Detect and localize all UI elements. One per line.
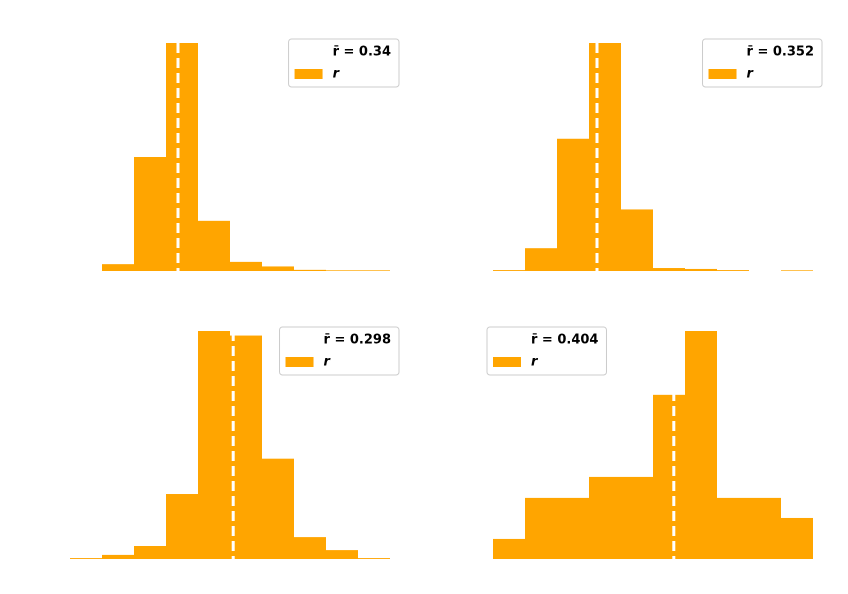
legend: r̄ = 0.352 r [702,38,823,88]
bar [198,220,230,271]
bar [134,157,166,271]
bar [198,331,230,559]
legend-label: r [333,67,341,82]
bar [525,248,557,271]
bar [326,550,358,559]
legend-label: r̄ = 0.298 [324,333,391,348]
bar [717,497,749,559]
bar [262,266,294,271]
bar [589,43,621,271]
bar [653,394,685,559]
bar [102,554,134,559]
bar [621,209,653,271]
bar [589,476,621,559]
bar [358,270,390,271]
bar [166,494,198,559]
legend-label: r [324,355,332,370]
legend-label: r̄ = 0.404 [531,333,598,348]
bar [493,270,525,271]
bar [557,497,589,559]
bar [326,270,358,271]
bar [294,269,326,271]
bar [358,558,390,559]
legend-label: r̄ = 0.34 [333,45,391,60]
legend-patch [294,69,323,79]
bar [166,43,198,271]
legend-patch [493,357,521,367]
histogram-panel: r̄ = 0.352 r [493,38,823,271]
bar [557,138,589,271]
bar [525,497,557,559]
legend-label: r [747,67,755,82]
bar [70,558,102,559]
histogram-panel: r̄ = 0.298 r [70,326,400,559]
legend: r̄ = 0.34 r [288,38,400,88]
bar [749,497,781,559]
histogram-panel: r̄ = 0.34 r [102,38,400,271]
legend: r̄ = 0.404 r [486,326,607,376]
bar [653,268,685,271]
legend-patch [708,69,737,79]
bar [230,335,262,559]
bar [781,517,813,559]
legend-label: r [531,355,539,370]
bar [717,270,749,271]
bar [621,476,653,559]
legend-patch [285,357,314,367]
bar [230,261,262,271]
legend-label: r̄ = 0.352 [747,45,814,60]
bar [294,537,326,559]
bar [781,270,813,271]
bar [685,331,717,559]
bar [134,546,166,559]
bar [262,458,294,559]
legend: r̄ = 0.298 r [279,326,400,376]
histogram-panel: r̄ = 0.404 r [486,326,813,559]
bar [102,264,134,271]
bar [685,268,717,271]
bar [493,538,525,559]
